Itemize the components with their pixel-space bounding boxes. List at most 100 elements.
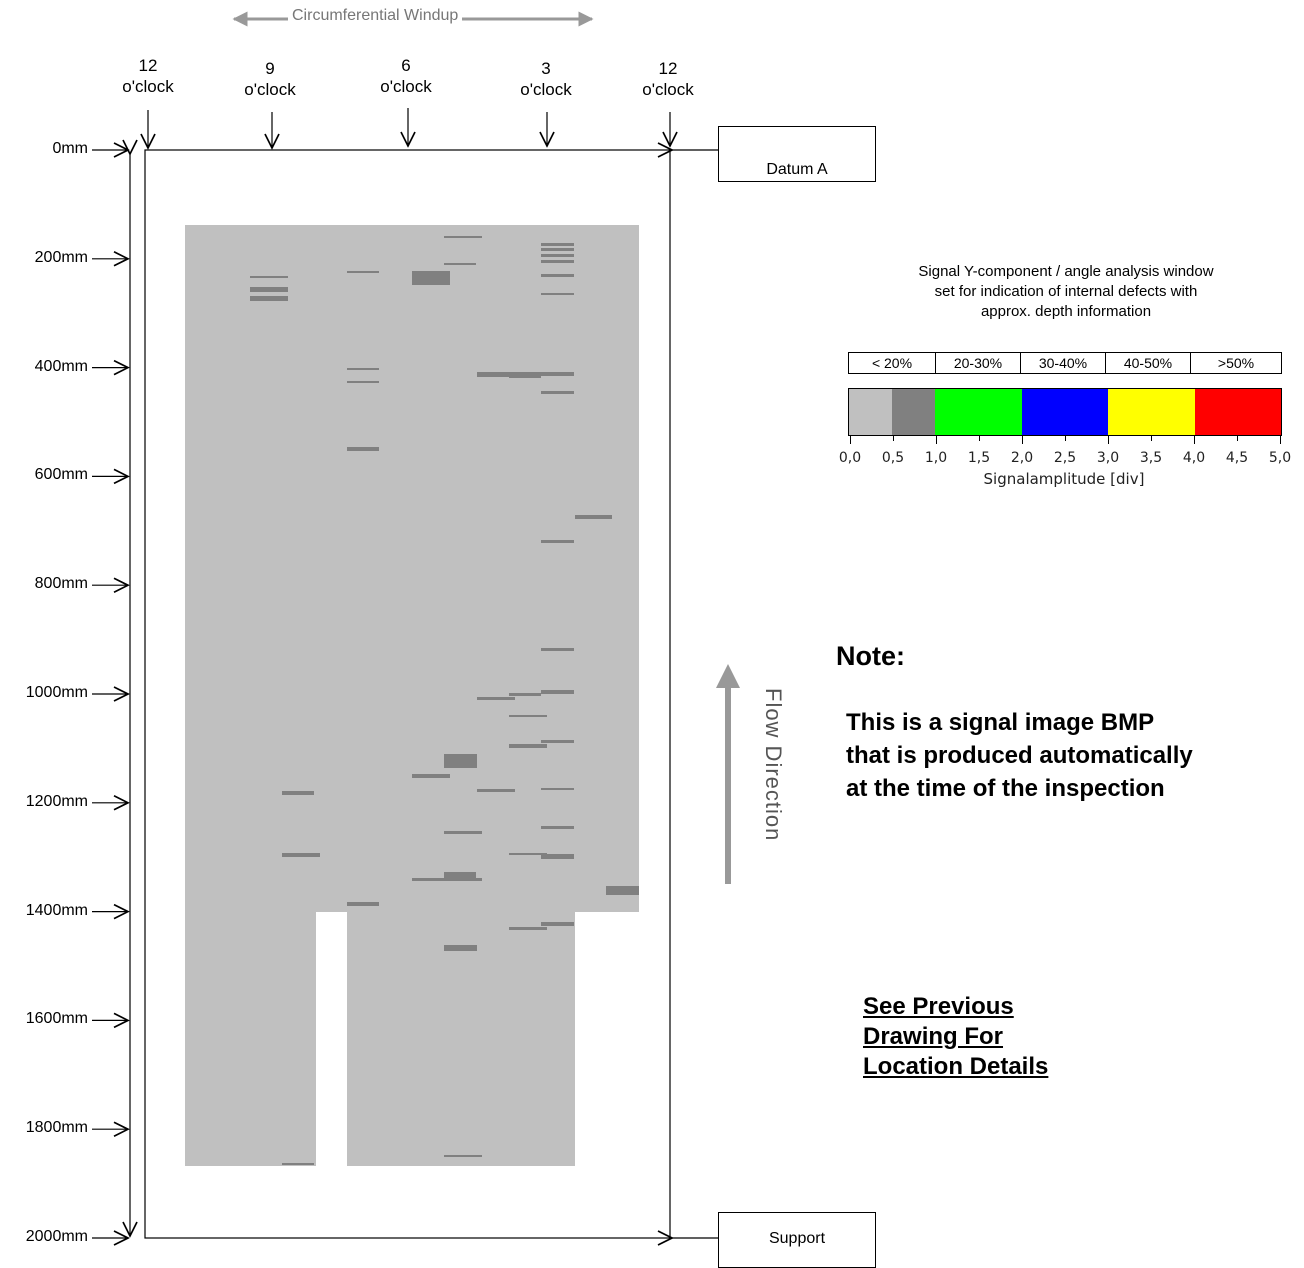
indication-mark (347, 902, 379, 906)
indication-mark (541, 243, 574, 246)
indication-mark (541, 648, 574, 651)
indication-mark (509, 375, 541, 378)
colorbar-segment (1108, 389, 1195, 435)
indication-mark (477, 789, 515, 792)
amplitude-tick-mark (1237, 436, 1238, 441)
indication-mark (444, 263, 476, 265)
indication-mark (509, 853, 547, 855)
datum-a-box: Datum A (718, 126, 876, 182)
signal-background (347, 912, 575, 1166)
axial-label: 1400mm (25, 901, 88, 919)
see-previous-drawing: See Previous Drawing For Location Detail… (863, 993, 1049, 1080)
amplitude-tick-mark (979, 436, 980, 441)
axial-label: 800mm (34, 575, 88, 593)
indication-mark (250, 287, 288, 292)
indication-mark (347, 368, 379, 370)
indication-mark (541, 788, 574, 790)
axial-label: 1800mm (25, 1119, 88, 1137)
depth-bin: < 20% (848, 352, 936, 374)
axial-label: 1000mm (25, 684, 88, 701)
amplitude-tick: 0,0 (838, 450, 862, 466)
amplitude-tick: 2,5 (1053, 450, 1077, 466)
indication-mark (444, 872, 476, 878)
amplitude-tick: 5,0 (1268, 450, 1292, 466)
indication-mark (282, 791, 314, 795)
clock-label-12-left: 12 o'clock (122, 56, 174, 96)
indication-mark (541, 293, 574, 295)
indication-mark (606, 886, 639, 895)
indication-mark (444, 1155, 482, 1157)
indication-mark (250, 296, 288, 301)
amplitude-tick-mark (1108, 436, 1109, 444)
amplitude-tick: 1,0 (924, 450, 948, 466)
clock-label-12-right: 12 o'clock (642, 59, 694, 99)
signal-background (185, 225, 639, 912)
indication-mark (541, 922, 574, 926)
indication-mark (250, 276, 288, 278)
amplitude-tick: 4,5 (1225, 450, 1249, 466)
indication-mark (575, 515, 612, 519)
colorbar-segment (892, 389, 936, 435)
amplitude-tick: 1,5 (967, 450, 991, 466)
indication-mark (347, 447, 379, 451)
depth-bin: 20-30% (935, 352, 1021, 374)
amplitude-tick-mark (1194, 436, 1195, 444)
indication-mark (477, 372, 541, 377)
note-title: Note: (836, 641, 905, 671)
colorbar-segment (935, 389, 1022, 435)
indication-mark (282, 1163, 314, 1165)
depth-bin: >50% (1190, 352, 1282, 374)
indication-mark (412, 774, 450, 778)
amplitude-tick-mark (1151, 436, 1152, 441)
support-label: Support (768, 1230, 826, 1247)
depth-bin: 30-40% (1020, 352, 1106, 374)
pipe-frame (144, 149, 671, 1239)
indication-mark (347, 381, 379, 383)
depth-bin: 40-50% (1105, 352, 1191, 374)
amplitude-tick-mark (893, 436, 894, 441)
indication-mark (509, 744, 547, 748)
note-body: This is a signal image BMP that is produ… (846, 709, 1193, 802)
axial-label: 2000mm (25, 1228, 88, 1245)
indication-mark (541, 260, 574, 263)
indication-mark (541, 391, 574, 394)
indication-mark (541, 690, 574, 694)
axial-label: 1600mm (25, 1010, 88, 1028)
indication-mark (347, 271, 379, 273)
indication-mark (444, 945, 477, 951)
indication-mark (541, 826, 574, 829)
amplitude-tick: 3,0 (1096, 450, 1120, 466)
indication-mark (541, 740, 574, 743)
axial-label: 1200mm (25, 792, 88, 810)
indication-mark (412, 271, 450, 285)
indication-mark (541, 854, 574, 859)
depth-bins-table: < 20% 20-30% 30-40% 40-50% >50% (848, 352, 1282, 374)
indication-mark (541, 254, 574, 257)
amplitude-tick: 4,0 (1182, 450, 1206, 466)
signal-map (185, 225, 639, 1166)
amplitude-tick-mark (1280, 436, 1281, 444)
indication-mark (541, 540, 574, 543)
indication-mark (541, 372, 574, 376)
legend-title: Signal Y-component / angle analysis wind… (918, 263, 1214, 320)
amplitude-tick: 2,0 (1010, 450, 1034, 466)
indication-mark (509, 715, 547, 717)
mm-arrows (92, 150, 128, 1238)
indication-mark (444, 754, 477, 768)
clock-arrows (148, 108, 670, 148)
clock-label-3: 3 o'clock (520, 59, 572, 99)
indication-mark (282, 853, 320, 857)
amplitude-colorbar (848, 388, 1282, 436)
axial-label: 600mm (34, 466, 88, 484)
amplitude-tick-mark (1065, 436, 1066, 441)
amplitude-tick-mark (936, 436, 937, 444)
datum-a-label: Datum A (766, 161, 828, 178)
amplitude-axis-label: Signalamplitude [div] (983, 470, 1145, 488)
clock-label-9: 9 o'clock (244, 59, 296, 99)
amplitude-tick-mark (850, 436, 851, 444)
amplitude-tick: 0,5 (881, 450, 905, 466)
colorbar-segment (849, 389, 893, 435)
axial-label: 0mm (52, 140, 88, 157)
indication-mark (444, 831, 482, 834)
colorbar-segment (1194, 389, 1281, 435)
